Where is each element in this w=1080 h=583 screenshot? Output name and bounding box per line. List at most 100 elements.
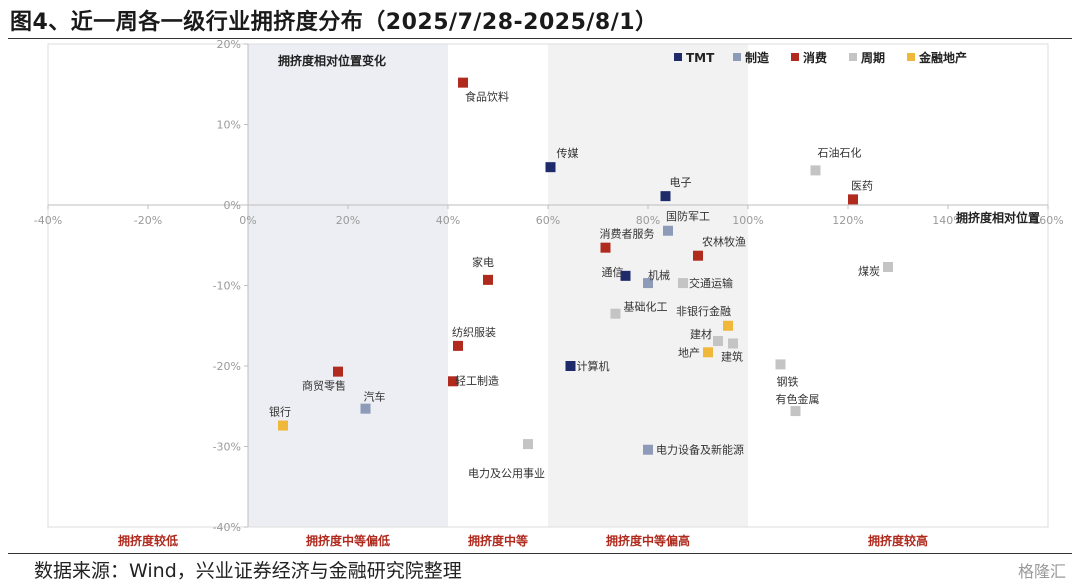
x-tick-label: 140% <box>932 214 963 227</box>
band-label: 拥挤度中等偏高 <box>606 533 690 548</box>
point-label: 国防军工 <box>666 209 710 223</box>
point-商贸零售 <box>333 366 343 377</box>
point-label: 汽车 <box>364 390 386 404</box>
point-轻工制造 <box>448 376 458 387</box>
watermark-logo: 格隆汇 <box>1017 562 1066 581</box>
legend-swatch-金融地产 <box>907 53 915 61</box>
point-label: 电子 <box>670 176 692 189</box>
legend-label: 周期 <box>861 50 885 65</box>
point-地产 <box>703 347 713 358</box>
x-tick-label: 0% <box>239 214 256 227</box>
band-0 <box>48 44 248 527</box>
point-建筑 <box>728 338 738 349</box>
point-电力及公用事业 <box>523 439 533 450</box>
point-label: 电力及公用事业 <box>468 467 545 480</box>
y-tick-label: -30% <box>213 441 241 454</box>
point-食品饮料 <box>458 77 468 88</box>
band-label: 拥挤度较高 <box>868 533 928 548</box>
band-label: 拥挤度中等 <box>468 533 528 548</box>
point-label: 基础化工 <box>624 300 668 314</box>
x-tick-label: -40% <box>34 214 62 227</box>
point-银行 <box>278 420 288 431</box>
x-axis-title: 拥挤度相对位置 <box>956 210 1040 225</box>
point-label: 电力设备及新能源 <box>656 443 744 457</box>
point-label: 纺织服装 <box>452 325 496 339</box>
y-tick-label: -40% <box>213 521 241 534</box>
point-label: 计算机 <box>577 359 610 373</box>
point-非银行金融 <box>723 320 733 331</box>
point-建材 <box>713 336 723 347</box>
point-基础化工 <box>610 308 621 319</box>
x-tick-label: 160% <box>1032 214 1063 227</box>
band-1 <box>248 44 448 527</box>
point-label: 石油石化 <box>818 145 862 159</box>
band-4 <box>748 44 1048 527</box>
legend-label: 金融地产 <box>918 50 967 65</box>
legend-swatch-消费 <box>791 53 799 61</box>
point-煤炭 <box>883 261 893 272</box>
point-label: 建材 <box>690 327 712 341</box>
point-label: 医药 <box>851 179 873 192</box>
legend-label: TMT <box>686 51 715 65</box>
x-tick-label: -20% <box>134 214 162 227</box>
bottom-rule <box>8 553 1072 554</box>
band-label: 拥挤度较低 <box>118 533 178 548</box>
point-汽车 <box>360 403 371 414</box>
point-农林牧渔 <box>693 250 703 261</box>
legend-swatch-周期 <box>849 53 857 61</box>
point-机械 <box>643 278 653 289</box>
legend-swatch-制造 <box>733 53 741 61</box>
point-label: 建筑 <box>721 349 743 363</box>
point-家电 <box>483 274 493 285</box>
y-tick-label: 20% <box>217 38 241 51</box>
legend-label: 消费 <box>803 50 827 65</box>
point-label: 地产 <box>678 345 700 359</box>
point-label: 煤炭 <box>858 265 880 278</box>
point-有色金属 <box>790 406 801 417</box>
title-rule <box>8 38 1072 39</box>
x-tick-label: 120% <box>832 214 863 227</box>
scatter-chart: -40% -20% 0% 20% 40% 60% 80% 100% 120% 140% 160% -4… <box>34 38 1064 548</box>
x-tick-label: 20% <box>336 214 360 227</box>
point-交通运输 <box>678 278 688 289</box>
point-通信 <box>620 270 631 281</box>
y-tick-label: -10% <box>213 280 241 293</box>
y-axis-title: 拥挤度相对位置变化 <box>278 53 386 68</box>
point-label: 农林牧渔 <box>702 235 746 249</box>
point-石油石化 <box>810 165 821 176</box>
point-label: 银行 <box>269 405 291 419</box>
y-tick-label: 0% <box>224 199 241 212</box>
point-消费者服务 <box>600 242 611 253</box>
x-tick-label: 100% <box>732 214 763 227</box>
point-label: 有色金属 <box>776 392 820 406</box>
x-tick-label: 60% <box>536 214 560 227</box>
point-label: 传媒 <box>557 147 579 160</box>
point-国防军工 <box>663 225 673 236</box>
point-label: 非银行金融 <box>676 304 731 318</box>
point-label: 消费者服务 <box>600 227 655 241</box>
point-计算机 <box>565 361 576 371</box>
point-医药 <box>848 194 858 205</box>
point-电子 <box>660 191 671 202</box>
point-label: 交通运输 <box>689 276 733 290</box>
source-note: 数据来源：Wind，兴业证券经济与金融研究院整理 <box>34 560 462 582</box>
band-label: 拥挤度中等偏低 <box>306 533 390 548</box>
point-电力设备及新能源 <box>643 444 653 455</box>
point-label: 机械 <box>648 268 670 282</box>
x-tick-label: 80% <box>636 214 660 227</box>
plot-frame <box>47 43 1049 528</box>
y-tick-label: -20% <box>213 360 241 373</box>
point-label: 通信 <box>602 266 624 279</box>
point-钢铁 <box>775 359 786 370</box>
point-label: 家电 <box>472 255 494 269</box>
y-tick-label: 10% <box>217 119 241 132</box>
point-纺织服装 <box>453 340 463 351</box>
point-label: 轻工制造 <box>455 373 499 387</box>
legend-label: 制造 <box>745 50 770 65</box>
band-2 <box>448 44 548 527</box>
point-label: 钢铁 <box>777 375 799 388</box>
x-tick-label: 40% <box>436 214 460 227</box>
point-传媒 <box>545 162 556 173</box>
point-label: 商贸零售 <box>302 379 346 393</box>
point-label: 食品饮料 <box>465 90 509 104</box>
